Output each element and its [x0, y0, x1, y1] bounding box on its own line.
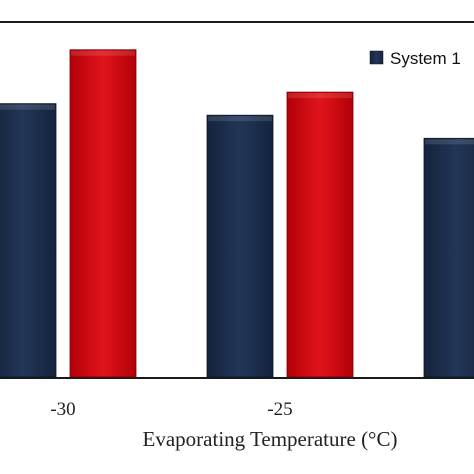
x-axis-title: Evaporating Temperature (°C) — [143, 427, 398, 451]
bar-bevel-1--20 — [425, 139, 474, 145]
bar-series-1--30 — [0, 103, 57, 378]
bar-bevel-1--30 — [0, 104, 55, 110]
bar-bevel-2--30 — [71, 50, 135, 56]
bar-series-2--25 — [286, 91, 354, 378]
bar-bevel-2--25 — [288, 93, 352, 99]
legend-label-system-1: System 1 — [390, 49, 461, 68]
plot-frame — [0, 21, 474, 379]
bar-series-2--30 — [69, 49, 137, 378]
legend: System 1 — [369, 49, 461, 68]
bars-group — [0, 49, 474, 378]
x-tick-label: -30 — [50, 399, 75, 420]
x-tick-label: -25 — [267, 399, 292, 420]
legend-swatch-system-1 — [369, 50, 384, 65]
bar-series-1--25 — [206, 114, 274, 378]
bar-series-1--20 — [423, 137, 474, 378]
x-tick-labels: -30-25-20 — [50, 399, 292, 420]
bar-bevel-1--25 — [208, 116, 272, 122]
